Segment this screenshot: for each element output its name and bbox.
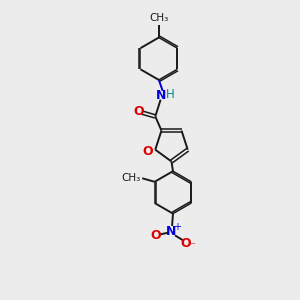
- Text: ⁻: ⁻: [189, 242, 195, 252]
- Text: CH₃: CH₃: [121, 173, 140, 183]
- Text: N: N: [155, 89, 166, 102]
- Text: N: N: [166, 225, 177, 239]
- Text: O: O: [134, 105, 144, 118]
- Text: CH₃: CH₃: [149, 14, 169, 23]
- Text: +: +: [173, 222, 181, 232]
- Text: O: O: [180, 236, 191, 250]
- Text: H: H: [166, 88, 175, 100]
- Text: O: O: [150, 229, 161, 242]
- Text: O: O: [142, 145, 153, 158]
